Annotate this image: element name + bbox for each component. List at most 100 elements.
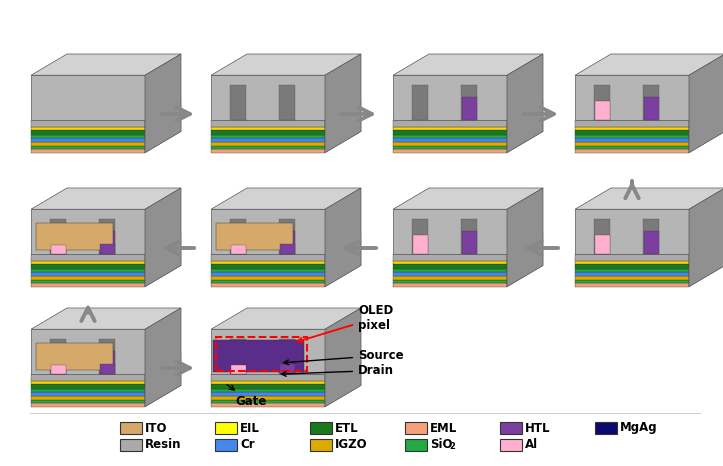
Polygon shape xyxy=(211,188,361,209)
Polygon shape xyxy=(145,378,181,403)
Bar xyxy=(211,283,325,287)
Bar xyxy=(211,254,325,261)
Bar xyxy=(211,384,325,389)
Polygon shape xyxy=(507,247,543,272)
Bar xyxy=(575,127,689,130)
Text: ITO: ITO xyxy=(145,422,168,434)
Bar xyxy=(393,135,507,138)
Bar xyxy=(211,264,325,269)
Polygon shape xyxy=(31,188,181,209)
Polygon shape xyxy=(689,99,723,127)
Bar xyxy=(405,422,427,434)
Polygon shape xyxy=(145,254,181,280)
Bar xyxy=(120,439,142,451)
Polygon shape xyxy=(689,113,723,138)
Polygon shape xyxy=(507,233,543,261)
Polygon shape xyxy=(575,188,723,209)
Bar xyxy=(393,142,507,145)
Bar xyxy=(231,85,247,120)
Bar xyxy=(211,130,325,135)
Polygon shape xyxy=(507,251,543,276)
Bar xyxy=(99,339,116,374)
Polygon shape xyxy=(689,243,723,269)
Bar xyxy=(231,339,247,374)
Bar xyxy=(31,269,145,272)
Polygon shape xyxy=(507,262,543,287)
Bar xyxy=(281,351,294,374)
Polygon shape xyxy=(145,121,181,145)
Bar xyxy=(31,389,145,392)
Bar xyxy=(393,261,507,264)
Bar xyxy=(575,254,689,261)
Polygon shape xyxy=(507,128,543,153)
Polygon shape xyxy=(145,113,181,138)
Bar xyxy=(211,120,325,127)
Polygon shape xyxy=(689,54,723,153)
Bar xyxy=(310,422,332,434)
Bar xyxy=(31,272,145,276)
Bar xyxy=(99,219,116,254)
Polygon shape xyxy=(211,308,361,329)
Text: EIL: EIL xyxy=(240,422,260,434)
Polygon shape xyxy=(507,124,543,149)
Bar xyxy=(51,219,67,254)
Bar xyxy=(31,130,145,135)
Bar xyxy=(100,363,114,374)
Bar xyxy=(211,145,325,149)
Bar xyxy=(51,246,66,254)
Polygon shape xyxy=(393,188,543,209)
Polygon shape xyxy=(145,308,181,407)
Polygon shape xyxy=(325,243,361,269)
Bar xyxy=(211,135,325,138)
Bar xyxy=(595,235,609,254)
Polygon shape xyxy=(325,106,361,130)
Bar xyxy=(500,439,522,451)
Polygon shape xyxy=(689,106,723,130)
Bar xyxy=(500,422,522,434)
Bar xyxy=(412,219,428,254)
Polygon shape xyxy=(145,375,181,399)
Bar xyxy=(281,244,294,254)
Polygon shape xyxy=(145,240,181,264)
Bar xyxy=(281,232,294,254)
Bar xyxy=(644,97,659,120)
Polygon shape xyxy=(507,121,543,145)
Polygon shape xyxy=(145,188,181,287)
Polygon shape xyxy=(325,109,361,135)
Bar xyxy=(594,219,610,254)
Bar xyxy=(31,329,145,374)
Bar xyxy=(393,127,507,130)
Bar xyxy=(575,142,689,145)
Text: Drain: Drain xyxy=(281,364,394,377)
Bar xyxy=(51,235,66,254)
Bar xyxy=(100,351,114,374)
Polygon shape xyxy=(325,262,361,287)
Bar xyxy=(413,235,427,254)
Bar xyxy=(393,138,507,142)
Text: HTL: HTL xyxy=(525,422,550,434)
Bar xyxy=(31,254,145,261)
Polygon shape xyxy=(689,124,723,149)
Bar xyxy=(575,283,689,287)
Bar xyxy=(393,276,507,280)
Polygon shape xyxy=(689,121,723,145)
Bar xyxy=(211,382,325,384)
Bar xyxy=(231,246,246,254)
Bar xyxy=(215,343,293,370)
Polygon shape xyxy=(325,375,361,399)
Bar xyxy=(31,145,145,149)
Polygon shape xyxy=(145,54,181,153)
Bar xyxy=(211,374,325,382)
Bar xyxy=(644,232,659,254)
Bar xyxy=(211,329,325,374)
Bar xyxy=(215,422,237,434)
Bar xyxy=(575,138,689,142)
Text: Resin: Resin xyxy=(145,439,181,452)
Polygon shape xyxy=(325,367,361,392)
Bar xyxy=(393,280,507,283)
Polygon shape xyxy=(325,254,361,280)
Polygon shape xyxy=(507,258,543,283)
Bar xyxy=(575,261,689,264)
Bar xyxy=(393,283,507,287)
Polygon shape xyxy=(325,117,361,142)
